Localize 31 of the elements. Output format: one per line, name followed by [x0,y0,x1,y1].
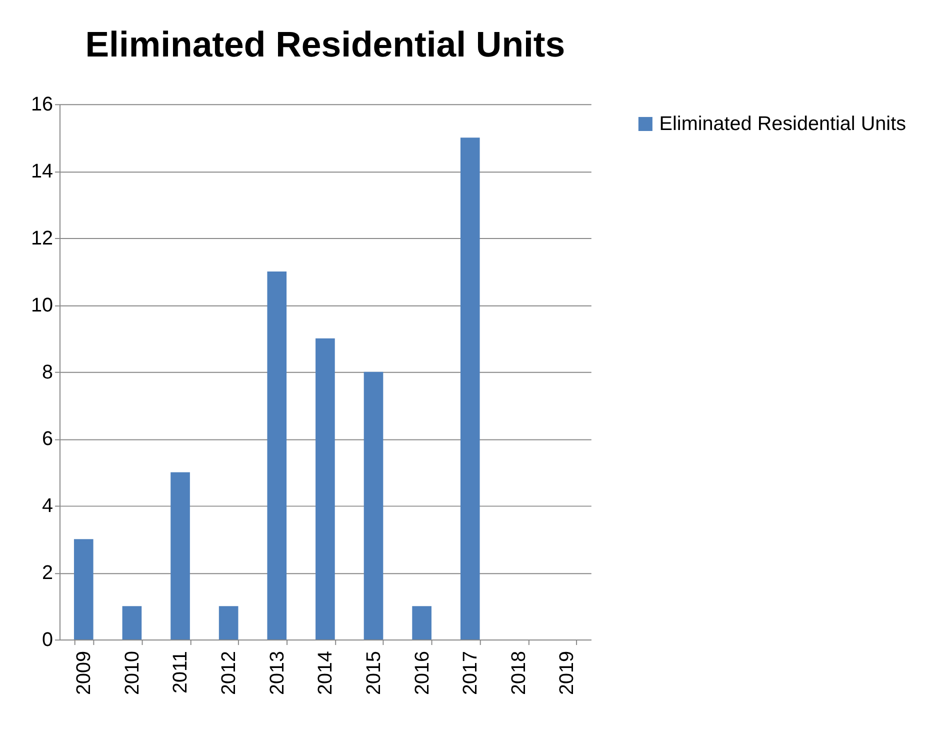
bar [170,472,190,640]
y-tick-label: 2 [42,562,54,584]
x-tick-label: 2018 [508,650,530,696]
bar [218,606,238,640]
y-tick-label: 10 [30,294,54,316]
x-tick-label: 2019 [556,650,578,696]
bar [122,606,142,640]
y-tick-label: 8 [42,361,54,384]
x-tick-label: 2014 [314,650,337,696]
y-tick-label: 6 [42,428,54,450]
x-tick-label: 2009 [73,650,96,696]
x-tick-label: 2013 [266,650,288,696]
x-tick-label: 2016 [411,650,434,696]
x-tick-label: 2010 [121,650,144,696]
chart-title: Eliminated Residential Units [85,24,566,65]
x-tick-label: 2015 [362,650,385,696]
bar [316,338,335,640]
y-tick-label: 16 [30,94,54,116]
bar [460,138,480,640]
legend-label: Eliminated Residential Units [659,112,906,135]
y-tick-label: 4 [42,495,54,518]
x-tick-label: 2017 [460,650,482,696]
y-tick-label: 12 [30,227,54,250]
y-tick-label: 14 [30,160,54,183]
y-tick-label: 0 [42,628,54,651]
bar [267,271,287,640]
x-tick-label: 2012 [218,650,240,696]
bar [74,539,94,640]
bar [412,606,432,640]
bar [364,372,384,640]
x-tick-label: 2011 [170,650,192,694]
